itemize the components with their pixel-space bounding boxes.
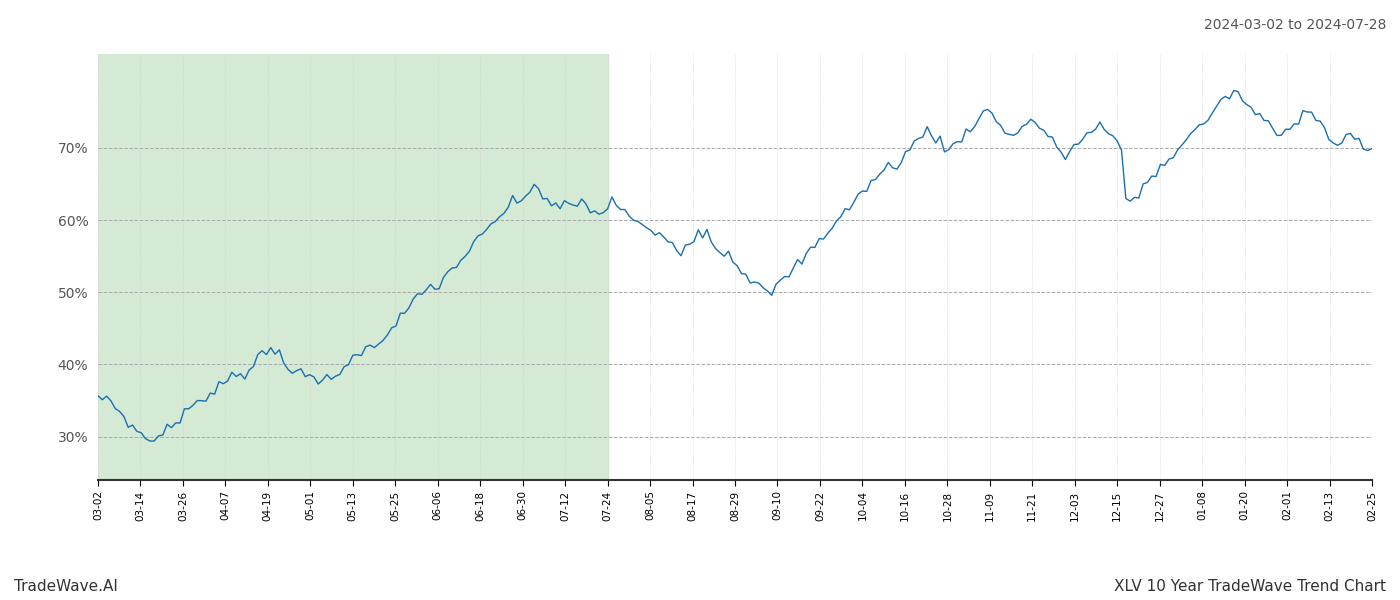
Text: 2024-03-02 to 2024-07-28: 2024-03-02 to 2024-07-28 [1204, 18, 1386, 32]
Text: TradeWave.AI: TradeWave.AI [14, 579, 118, 594]
Text: XLV 10 Year TradeWave Trend Chart: XLV 10 Year TradeWave Trend Chart [1114, 579, 1386, 594]
Bar [98, 54, 608, 480]
